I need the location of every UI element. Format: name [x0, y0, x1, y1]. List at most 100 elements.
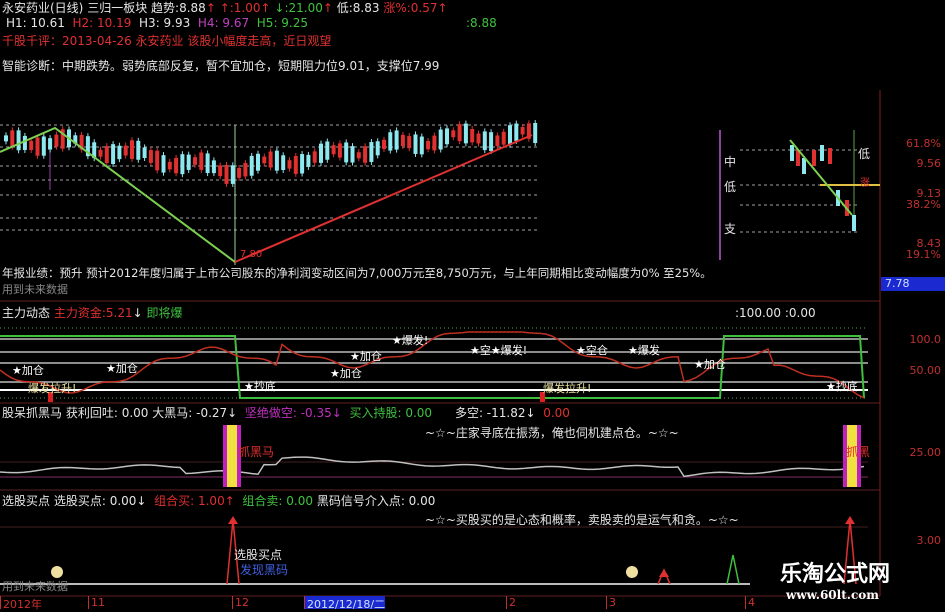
- horse-tag: 抓黑马: [238, 445, 275, 459]
- pick-label: 选股买点: [234, 548, 283, 562]
- panel2-motto: ~☆~庄家寻底在振荡，俺也伺机建点仓。~☆~: [425, 426, 679, 440]
- signal-mark: ★抄底: [826, 380, 858, 393]
- current-price: 7.78: [881, 277, 945, 291]
- axis-618: 61.8%: [906, 137, 941, 150]
- signal-mark: ★爆发!: [392, 334, 429, 347]
- h2: H2: 10.19: [72, 16, 132, 30]
- chg-value: 0.57: [410, 1, 438, 15]
- axis-382: 38.2%: [906, 198, 941, 211]
- axis-843: 8.43: [916, 237, 942, 250]
- panel1-header: 主力动态 主力资金:5.21↓ 即将爆: [2, 306, 183, 320]
- candle: [790, 145, 794, 161]
- h3: H3: 9.93: [139, 16, 191, 30]
- oscillator-line: [0, 456, 865, 478]
- signal-mark: ★加仓: [330, 367, 362, 380]
- panel2-val: 0.00: [543, 406, 570, 420]
- panel2-title: 股呆抓黑马: [2, 406, 63, 420]
- trend-value: 8.88: [179, 1, 206, 15]
- date-tick: 12: [232, 596, 249, 609]
- money-bag-icon: [626, 566, 638, 578]
- future-data-note-2: 用到未来数据: [2, 580, 68, 593]
- label-mid: 中: [724, 155, 737, 169]
- combo-buy: 组合买: 1.00↑: [154, 494, 235, 508]
- label-low: 低: [724, 180, 737, 194]
- signal-mark: ★加仓: [12, 364, 44, 377]
- fund-label: 主力资金:: [53, 306, 106, 320]
- down-value: 21.00: [288, 1, 323, 15]
- trend-label: 趋势:: [151, 1, 180, 15]
- header-line: 永安药业(日线) 三归一板块 趋势:8.88↑ ↑:1.00↑ ↓:21.00↑…: [2, 1, 448, 15]
- buy-spike: [726, 554, 740, 585]
- panel3-title: 选股买点: [2, 494, 51, 508]
- money-bag-icon: [51, 566, 63, 578]
- signal-mark: 爆发拉升!: [543, 382, 592, 395]
- axis-25: 25.00: [909, 446, 942, 459]
- trend-line-down: [789, 139, 853, 216]
- panel1-title: 主力动态: [2, 306, 51, 320]
- short-sell: 坚绝做空: -0.35↓: [244, 406, 342, 420]
- trend-line-down: [0, 126, 236, 263]
- annual-report: 年报业绩：预升 预计2012年度归属于上市公司股东的净利润变动区间为7,000万…: [2, 266, 712, 280]
- burst-bar: [540, 392, 545, 402]
- signal-mark: ★加仓: [350, 350, 382, 363]
- main-force-line: [0, 331, 865, 399]
- label-rise: 涨: [860, 178, 870, 189]
- candle: [812, 150, 816, 166]
- signal-mark: ★空仓: [576, 344, 608, 357]
- stock-comment: 千股千评：2013-04-26 永安药业 该股小幅度走高，近日观望: [2, 34, 332, 48]
- axis-100: 100.0: [909, 333, 942, 346]
- date-tick: 2012年: [0, 596, 42, 611]
- axis-3: 3.00: [916, 534, 942, 547]
- up-value: 1.00: [233, 1, 261, 15]
- h-levels: H1: 10.61 H2: 10.19 H3: 9.93 H4: 9.67 H5…: [6, 16, 308, 30]
- candle: [852, 215, 856, 231]
- horse-bar: [227, 425, 237, 487]
- candle: [802, 158, 806, 174]
- date-selected[interactable]: 2012/12/18/二: [304, 596, 386, 611]
- buy-hold: 买入持股: 0.00: [349, 406, 433, 420]
- panel3-motto: ~☆~买股买的是心态和概率，卖股卖的是运气和贪。~☆~: [425, 513, 739, 527]
- found-label: 发现黑码: [240, 563, 289, 577]
- watermark-logo: 乐淘公式网: [780, 561, 891, 587]
- right-value: :8.88: [466, 16, 497, 30]
- h1: H1: 10.61: [6, 16, 65, 30]
- long-short: 多空: -11.82↓: [454, 406, 536, 420]
- low-label: 低:: [336, 1, 353, 15]
- signal: 即将爆: [146, 306, 183, 320]
- axis-191: 19.1%: [906, 248, 941, 261]
- signal-mark: ★抄底: [244, 380, 276, 393]
- signal-mark: 爆发拉升!: [28, 382, 77, 395]
- axis-50: 50.00: [909, 364, 942, 377]
- date-tick: 4: [745, 596, 755, 609]
- date-tick: 3: [606, 596, 616, 609]
- axis-956: 9.56: [916, 157, 942, 170]
- profit-take: 获利回吐: 0.00: [65, 406, 149, 420]
- future-data-note: 用到未来数据: [2, 283, 68, 296]
- axis-913: 9.13: [916, 187, 942, 200]
- candle: [828, 148, 832, 164]
- panel1-readout: :100.00 :0.00: [735, 306, 816, 320]
- horse-bar: [847, 425, 857, 487]
- combo-sell: 组合卖: 0.00: [242, 494, 313, 508]
- signal-mark: ★爆发: [628, 344, 660, 357]
- low-marker: 7.80: [240, 249, 263, 260]
- watermark-url: www.60lt.com: [786, 588, 879, 602]
- label-low2: 低: [858, 147, 871, 161]
- up-arrow-icon: [228, 516, 238, 524]
- chg-label: 涨%:: [383, 1, 411, 15]
- candle: [796, 150, 800, 166]
- up-label: ↑:: [219, 1, 234, 15]
- date-tick: 2: [506, 596, 516, 609]
- smart-diagnosis: 智能诊断：中期跌势。弱势底部反复，暂不宜加仓，短期阻力位9.01，支撑位7.99: [2, 59, 440, 73]
- fund-arrow: ↓: [132, 306, 143, 320]
- up-arrow-icon: [659, 569, 669, 577]
- signal-mark: ★加仓: [694, 358, 726, 371]
- panel3-header: 选股买点 选股买点: 0.00↓ 组合买: 1.00↑ 组合卖: 0.00 黑码…: [2, 494, 435, 508]
- trend-line-up: [234, 134, 533, 263]
- label-support: 支: [724, 222, 737, 236]
- burst-bar: [48, 392, 53, 402]
- candle: [820, 145, 824, 161]
- horse-tag2: 抓黑: [846, 445, 871, 459]
- state-line: [0, 335, 865, 399]
- h5: H5: 9.25: [256, 16, 309, 30]
